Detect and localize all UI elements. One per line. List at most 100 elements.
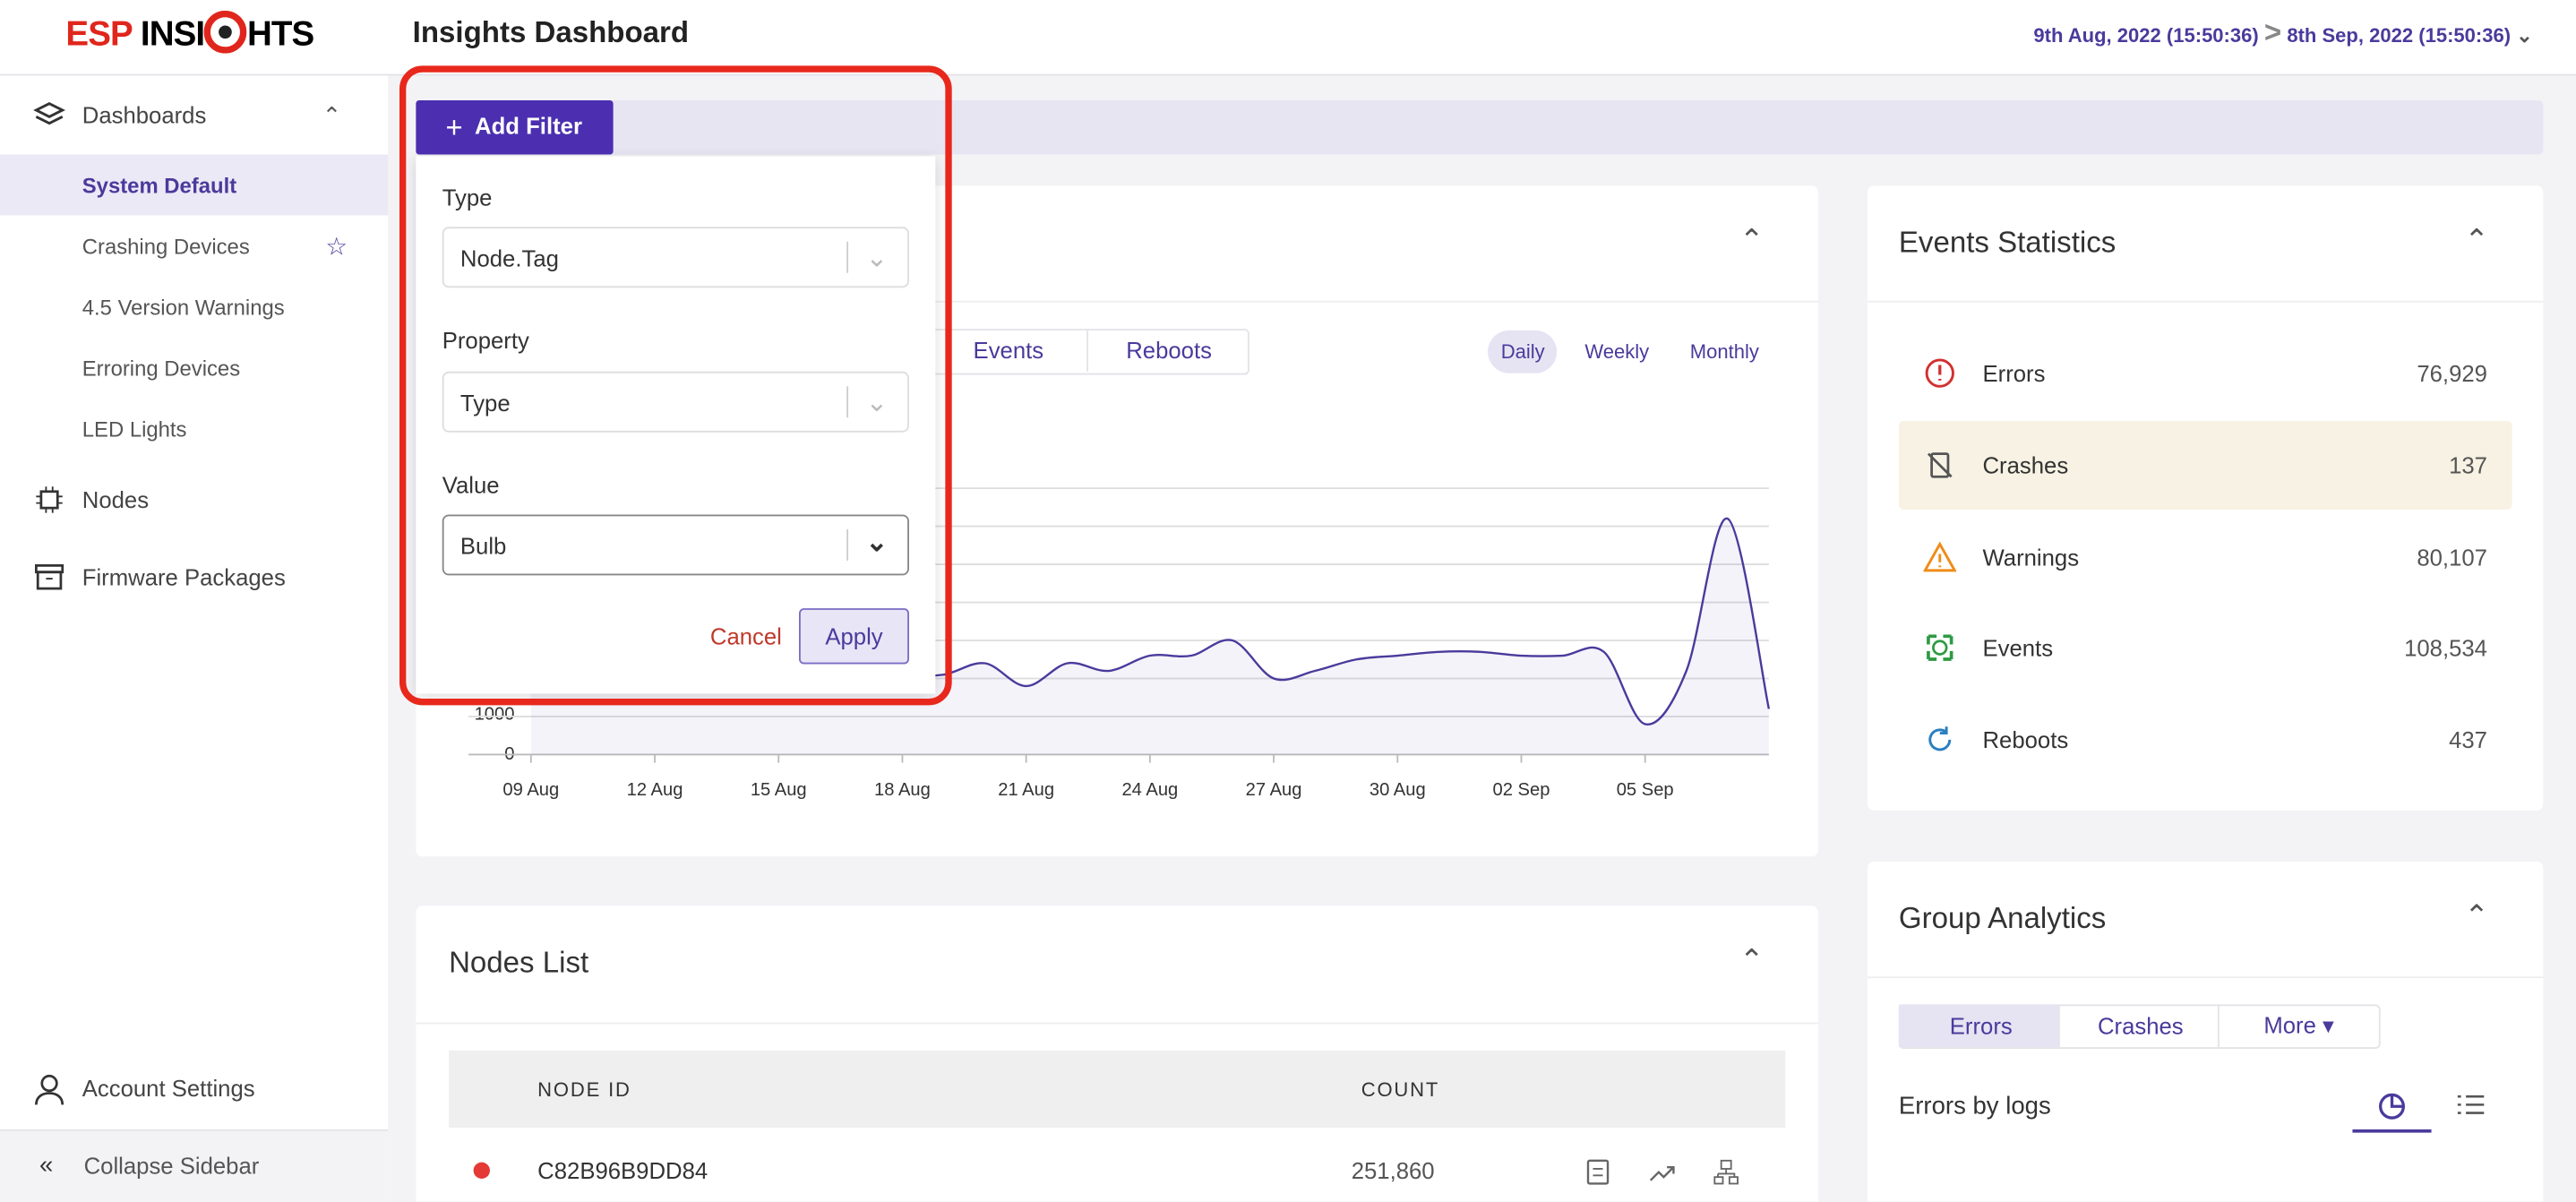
- select-value: Node.Tag: [459, 244, 559, 270]
- collapse-chevron[interactable]: ⌃: [2464, 898, 2489, 932]
- active-underline: [2352, 1129, 2432, 1133]
- date-separator: >: [2263, 15, 2282, 49]
- apply-label: Apply: [825, 622, 883, 649]
- pie-icon[interactable]: [2375, 1090, 2409, 1123]
- collapse-icon: «: [39, 1151, 54, 1180]
- x-tick-label: 09 Aug: [502, 780, 559, 800]
- field-label: Value: [442, 471, 500, 499]
- logo-esp: ESP: [65, 15, 133, 54]
- column-header: COUNT: [1361, 1078, 1440, 1102]
- period[interactable]: Monthly: [1689, 339, 1759, 364]
- collapse-label[interactable]: Collapse Sidebar: [83, 1152, 260, 1179]
- nav-item[interactable]: LED Lights: [82, 416, 187, 442]
- dashboards-icon: [33, 101, 66, 125]
- stat-label: Errors: [1982, 359, 2046, 387]
- header: [0, 0, 2576, 76]
- card-title: Nodes List: [449, 946, 589, 979]
- tab[interactable]: Events: [973, 337, 1044, 364]
- page-title: Insights Dashboard: [412, 15, 690, 49]
- date-range[interactable]: 9th Aug, 2022 (15:50:36) > 8th Sep, 2022…: [2033, 15, 2533, 49]
- stat-icon: [1927, 635, 1953, 662]
- sidebar: [0, 75, 389, 1202]
- area: [530, 518, 1769, 755]
- column-header: NODE ID: [537, 1078, 631, 1102]
- card-title: Group Analytics: [1898, 901, 2107, 935]
- apply-button[interactable]: [799, 608, 909, 665]
- active-item-bg: [0, 154, 389, 216]
- logo-icon: [204, 10, 247, 54]
- tab[interactable]: Reboots: [1126, 337, 1212, 364]
- stat-value: 76,929: [2417, 359, 2487, 387]
- collapse-chevron[interactable]: ⌃: [2464, 223, 2489, 257]
- divider: [416, 300, 1818, 303]
- period-active: [1488, 330, 1558, 373]
- section-label: Errors by logs: [1898, 1092, 2051, 1120]
- tab-more[interactable]: More ▾: [2263, 1011, 2334, 1039]
- highlight-frame: [399, 65, 952, 706]
- nav-item[interactable]: 4.5 Version Warnings: [82, 295, 285, 320]
- stat-icon: [1925, 358, 1954, 388]
- add-filter-button[interactable]: [416, 99, 614, 155]
- tab[interactable]: Errors: [1949, 1012, 2013, 1039]
- divider: [1868, 300, 2544, 303]
- tab-label: More: [2263, 1011, 2316, 1039]
- value-select[interactable]: Bulb ⌄: [442, 514, 909, 576]
- collapse-chevron[interactable]: ⌃: [322, 101, 342, 129]
- period[interactable]: Daily: [1500, 339, 1545, 364]
- x-tick-label: 24 Aug: [1121, 780, 1178, 800]
- select-value: Type: [459, 389, 511, 416]
- row-actions[interactable]: [1582, 1155, 1747, 1189]
- star-icon[interactable]: ☆: [325, 233, 348, 262]
- tab[interactable]: Crashes: [2097, 1012, 2184, 1039]
- field-label: Type: [442, 184, 493, 210]
- stat-icon: [1928, 726, 1952, 751]
- add-filter-label: + Add Filter: [445, 110, 582, 144]
- nav-dashboards[interactable]: Dashboards: [82, 101, 207, 129]
- nav-nodes[interactable]: Nodes: [82, 486, 150, 513]
- collapse-bar[interactable]: [0, 1129, 389, 1202]
- table-header: [449, 1050, 1786, 1129]
- divider: [2217, 1004, 2220, 1048]
- tab-active: [1898, 1004, 2058, 1048]
- nav-item[interactable]: Crashing Devices: [82, 234, 250, 260]
- x-tick-label: 02 Sep: [1493, 780, 1550, 800]
- divider: [416, 1022, 1818, 1025]
- filter-bar: [416, 99, 2544, 155]
- card-title: Events Statistics: [1898, 226, 2117, 260]
- cancel-button[interactable]: Cancel: [709, 622, 782, 649]
- nav-account[interactable]: Account Settings: [82, 1075, 255, 1102]
- status-dot: [473, 1162, 490, 1179]
- node-count: 251,860: [1351, 1157, 1435, 1184]
- nav-firmware[interactable]: Firmware Packages: [82, 563, 286, 590]
- date-from: 9th Aug, 2022 (15:50:36): [2033, 23, 2259, 47]
- button-text: Add Filter: [475, 112, 582, 140]
- stat-icon: [1923, 540, 1957, 571]
- nav-item[interactable]: Erroring Devices: [82, 356, 241, 381]
- select-value: Bulb: [459, 531, 507, 559]
- row-highlight: [1898, 420, 2512, 510]
- x-tick-label: 27 Aug: [1246, 780, 1302, 800]
- list-icon[interactable]: [2456, 1092, 2486, 1118]
- divider: [1086, 329, 1089, 372]
- x-tick-label: 21 Aug: [998, 780, 1054, 800]
- firmware-icon: [35, 564, 64, 590]
- date-to: 8th Sep, 2022 (15:50:36): [2287, 23, 2512, 47]
- logo: ESP INSI HTS: [65, 10, 314, 56]
- property-select[interactable]: Type ⌄: [442, 371, 909, 433]
- x-tick-label: 12 Aug: [627, 780, 683, 800]
- period[interactable]: Weekly: [1584, 339, 1650, 364]
- stat-value: 437: [2449, 726, 2487, 753]
- collapse-chevron[interactable]: ⌃: [1739, 943, 1765, 977]
- x-tick-label: 18 Aug: [874, 780, 931, 800]
- collapse-chevron[interactable]: ⌃: [1739, 223, 1765, 257]
- x-tick-label: 05 Sep: [1617, 780, 1674, 800]
- logo-hts: HTS: [246, 15, 314, 54]
- stat-label: Events: [1982, 635, 2054, 662]
- type-select[interactable]: Node.Tag ⌄: [442, 227, 909, 288]
- y-tick-label: 1000: [475, 704, 515, 724]
- nav-item[interactable]: System Default: [82, 173, 237, 199]
- divider: [1868, 976, 2544, 979]
- node-id[interactable]: C82B96B9DD84: [537, 1157, 708, 1184]
- logo-insi: INSI: [140, 15, 205, 54]
